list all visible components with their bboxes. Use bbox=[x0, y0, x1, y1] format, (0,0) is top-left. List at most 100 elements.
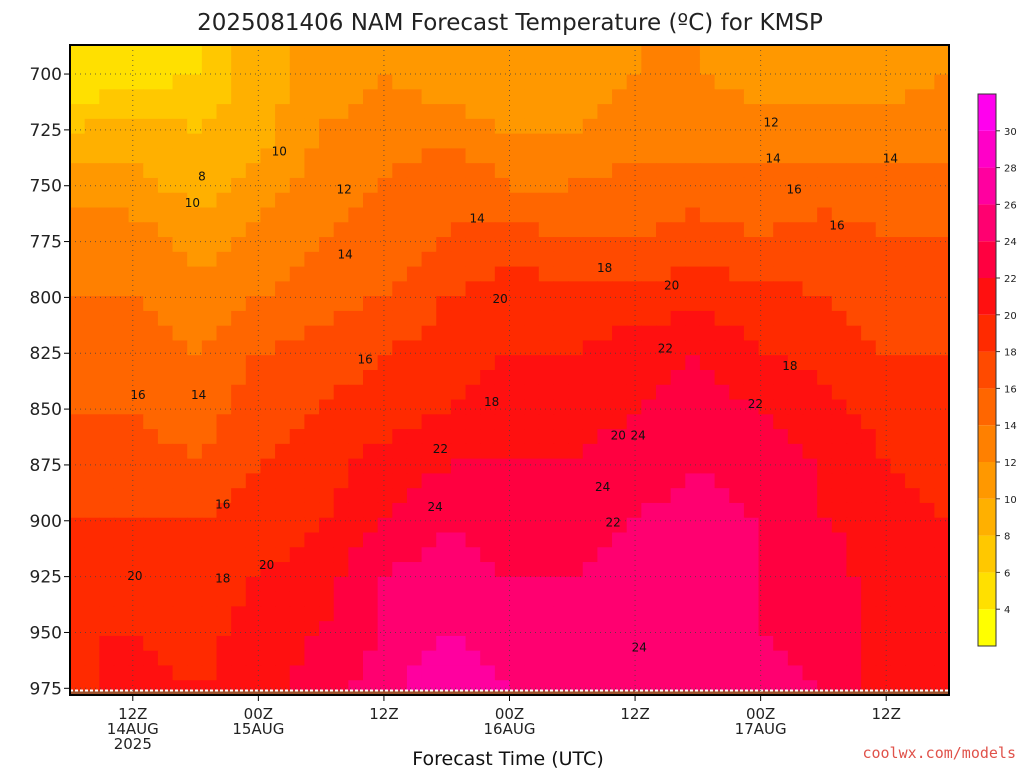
heatmap-cell bbox=[143, 532, 159, 548]
contour-label: 20 bbox=[611, 428, 626, 442]
heatmap-cell bbox=[201, 237, 218, 253]
heatmap-cell bbox=[348, 118, 364, 135]
heatmap-cell bbox=[729, 547, 745, 563]
heatmap-cell bbox=[802, 370, 818, 386]
heatmap-cell bbox=[465, 517, 481, 534]
heatmap-cell bbox=[363, 59, 379, 76]
heatmap-cell bbox=[553, 650, 569, 667]
heatmap-cell bbox=[494, 59, 511, 76]
heatmap-cell bbox=[626, 133, 642, 150]
heatmap-cell bbox=[787, 473, 804, 489]
heatmap-cell bbox=[861, 488, 877, 504]
heatmap-cell bbox=[582, 104, 598, 120]
heatmap-cell bbox=[861, 325, 877, 342]
heatmap-cell bbox=[304, 310, 320, 327]
heatmap-cell bbox=[641, 502, 657, 519]
heatmap-cell bbox=[656, 281, 672, 297]
heatmap-cell bbox=[363, 192, 379, 209]
heatmap-cell bbox=[421, 325, 437, 342]
heatmap-cell bbox=[172, 192, 188, 209]
heatmap-cell bbox=[817, 118, 833, 135]
heatmap-cell bbox=[743, 502, 760, 519]
heatmap-cell bbox=[128, 532, 144, 548]
heatmap-cell bbox=[831, 458, 848, 475]
heatmap-cell bbox=[699, 473, 716, 489]
heatmap-cell bbox=[275, 148, 291, 164]
heatmap-cell bbox=[113, 414, 130, 430]
heatmap-cell bbox=[729, 355, 745, 371]
heatmap-cell bbox=[392, 104, 408, 120]
heatmap-cell bbox=[231, 473, 247, 489]
heatmap-cell bbox=[934, 325, 949, 342]
heatmap-cell bbox=[128, 650, 144, 667]
heatmap-cell bbox=[685, 443, 701, 460]
heatmap-cell bbox=[187, 384, 203, 401]
heatmap-cell bbox=[421, 74, 437, 90]
heatmap-cell bbox=[348, 192, 364, 209]
heatmap-cell bbox=[260, 665, 276, 681]
heatmap-cell bbox=[363, 133, 379, 150]
heatmap-cell bbox=[157, 266, 174, 282]
heatmap-cell bbox=[187, 133, 203, 150]
heatmap-cell bbox=[714, 177, 730, 194]
heatmap-cell bbox=[128, 118, 144, 135]
heatmap-cell bbox=[934, 266, 949, 282]
heatmap-cell bbox=[363, 281, 379, 297]
heatmap-cell bbox=[143, 325, 159, 342]
heatmap-cell bbox=[245, 133, 262, 150]
heatmap-cell bbox=[714, 222, 730, 238]
heatmap-cell bbox=[875, 473, 891, 489]
heatmap-cell bbox=[919, 650, 935, 667]
heatmap-cell bbox=[934, 192, 949, 209]
heatmap-cell bbox=[656, 340, 672, 356]
heatmap-cell bbox=[406, 310, 423, 327]
heatmap-cell bbox=[201, 59, 218, 76]
credit-link[interactable]: coolwx.com/models bbox=[862, 744, 1016, 762]
heatmap-cell bbox=[216, 192, 232, 209]
heatmap-cell bbox=[875, 59, 891, 76]
heatmap-cell bbox=[553, 325, 569, 342]
heatmap-cell bbox=[875, 237, 891, 253]
heatmap-cell bbox=[245, 104, 262, 120]
heatmap-cell bbox=[670, 635, 686, 652]
heatmap-cell bbox=[714, 665, 730, 681]
heatmap-cell bbox=[817, 355, 833, 371]
heatmap-cell bbox=[275, 650, 291, 667]
heatmap-cell bbox=[699, 458, 716, 475]
heatmap-cell bbox=[392, 562, 408, 578]
heatmap-cell bbox=[773, 45, 789, 61]
heatmap-cell bbox=[99, 532, 115, 548]
heatmap-cell bbox=[670, 562, 686, 578]
heatmap-cell bbox=[861, 310, 877, 327]
contour-label: 16 bbox=[357, 352, 372, 366]
heatmap-cell bbox=[656, 237, 672, 253]
heatmap-cell bbox=[817, 414, 833, 430]
heatmap-cell bbox=[465, 502, 481, 519]
heatmap-cell bbox=[216, 576, 232, 593]
heatmap-cell bbox=[113, 458, 130, 475]
heatmap-cell bbox=[187, 665, 203, 681]
heatmap-cell bbox=[70, 325, 86, 342]
heatmap-cell bbox=[157, 133, 174, 150]
heatmap-cell bbox=[157, 118, 174, 135]
heatmap-cell bbox=[99, 251, 115, 268]
heatmap-cell bbox=[260, 281, 276, 297]
heatmap-cell bbox=[670, 148, 686, 164]
heatmap-cell bbox=[406, 532, 423, 548]
heatmap-cell bbox=[538, 266, 555, 282]
heatmap-cell bbox=[934, 562, 949, 578]
heatmap-cell bbox=[905, 562, 921, 578]
heatmap-cell bbox=[890, 133, 906, 150]
heatmap-cell bbox=[612, 296, 628, 312]
heatmap-cell bbox=[84, 443, 100, 460]
heatmap-cell bbox=[714, 384, 730, 401]
heatmap-cell bbox=[201, 621, 218, 637]
heatmap-cell bbox=[714, 207, 730, 223]
heatmap-cell bbox=[260, 266, 276, 282]
heatmap-cell bbox=[699, 74, 716, 90]
heatmap-cell bbox=[289, 547, 305, 563]
heatmap-cell bbox=[363, 296, 379, 312]
heatmap-cell bbox=[509, 118, 525, 135]
heatmap-cell bbox=[641, 665, 657, 681]
